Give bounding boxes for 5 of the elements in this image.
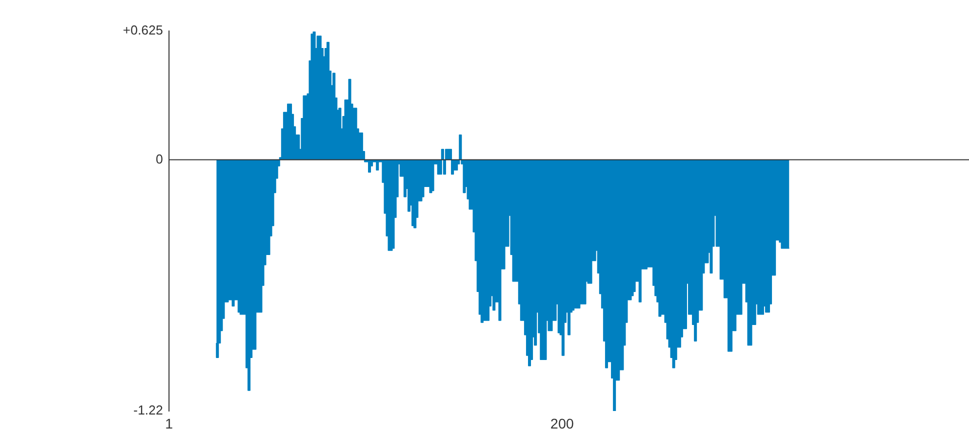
x-tick-label: 200 bbox=[550, 415, 574, 432]
y-tick-label: -1.22 bbox=[133, 402, 163, 418]
y-tick-label: +0.625 bbox=[122, 22, 163, 38]
y-tick-label: 0 bbox=[156, 151, 163, 166]
x-tick-label: 1 bbox=[165, 415, 174, 432]
